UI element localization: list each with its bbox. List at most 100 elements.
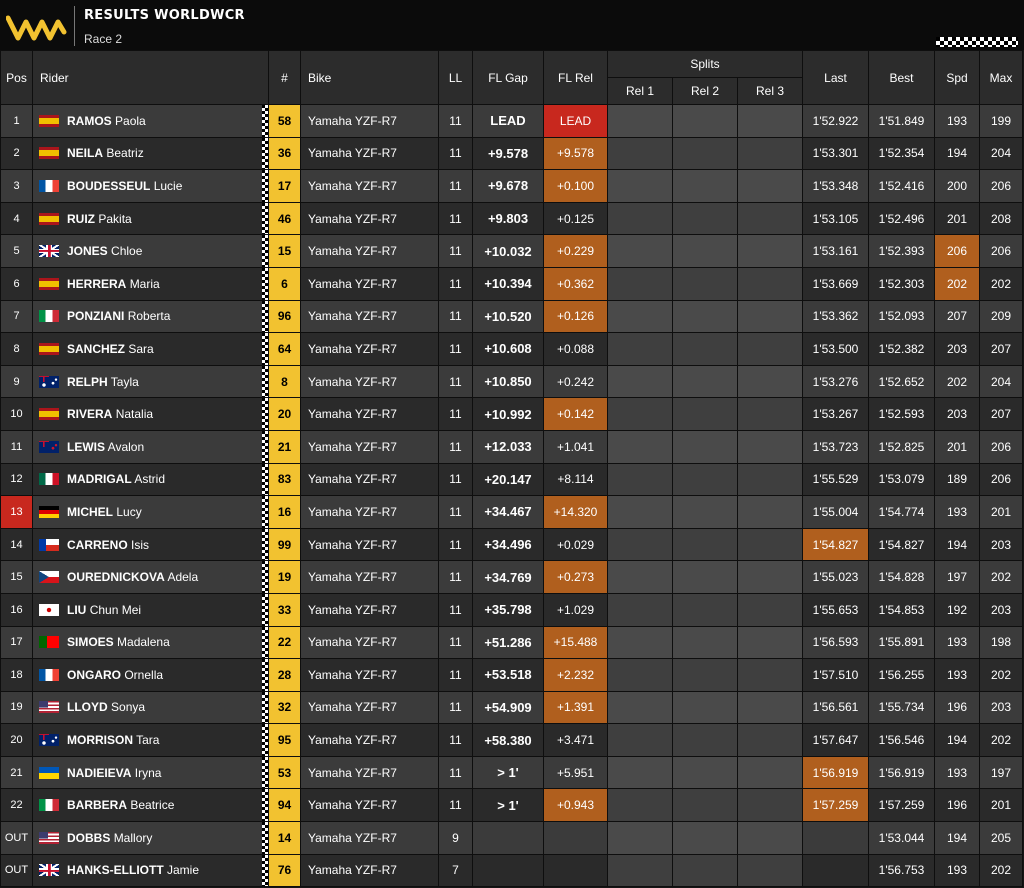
checkered-flag-icon (262, 757, 268, 788)
table-row[interactable]: 8 SANCHEZ Sara 64 Yamaha YZF-R7 11 +10.608 +0.… (0, 332, 1024, 366)
split-rel1-cell (607, 658, 673, 692)
last-lap-cell: 1'55.004 (802, 495, 870, 529)
flag-australia-icon (39, 375, 59, 388)
table-row[interactable]: 15 OUREDNICKOVA Adela 19 Yamaha YZF-R7 11 +34… (0, 560, 1024, 594)
best-lap-cell: 1'52.303 (868, 266, 936, 301)
table-row[interactable]: 14 CARRENO Isis 99 Yamaha YZF-R7 11 +34.496 +0… (0, 527, 1024, 562)
position-cell: 8 (0, 332, 33, 366)
last-lap-cell: 1'56.919 (802, 755, 870, 790)
table-row[interactable]: 12 MADRIGAL Astrid 83 Yamaha YZF-R7 11 +20.14… (0, 462, 1024, 497)
table-row[interactable]: 6 HERRERA Maria 6 Yamaha YZF-R7 11 +10.394 +0.… (0, 266, 1024, 301)
speed-cell: 189 (934, 462, 981, 497)
table-row[interactable]: 17 SIMOES Madalena 22 Yamaha YZF-R7 11 +51.28… (0, 625, 1024, 660)
flag-italy-icon (39, 799, 59, 812)
fl-gap-cell: +9.578 (472, 136, 544, 171)
rider-cell: LLOYD Sonya (32, 690, 269, 725)
fl-rel-cell: +15.488 (543, 625, 608, 660)
table-row[interactable]: 13 MICHEL Lucy 16 Yamaha YZF-R7 11 +34.467 +14… (0, 495, 1024, 529)
split-rel1-cell (607, 429, 673, 464)
table-row[interactable]: 9 RELPH Tayla 8 Yamaha YZF-R7 11 +10.850 +0.24… (0, 364, 1024, 399)
last-lap-cell: 1'55.023 (802, 560, 870, 594)
fl-gap-cell (472, 853, 544, 888)
split-rel2-cell (672, 136, 738, 171)
table-row[interactable]: 11 LEWIS Avalon 21 Yamaha YZF-R7 11 +12.033 +1… (0, 429, 1024, 464)
rider-first-name: Pakita (98, 211, 132, 226)
checkered-flag-icon (262, 333, 268, 365)
max-speed-cell: 202 (979, 266, 1024, 301)
bike-cell: Yamaha YZF-R7 (300, 592, 439, 627)
best-lap-cell: 1'54.774 (868, 495, 936, 529)
rider-surname: NEILA (67, 146, 103, 161)
rider-surname: CARRENO (67, 537, 128, 552)
rider-first-name: Isis (131, 537, 150, 552)
fl-rel-cell: +1.391 (543, 690, 608, 725)
split-rel1-cell (607, 169, 673, 203)
table-row[interactable]: 2 NEILA Beatriz 36 Yamaha YZF-R7 11 +9.578 +9.… (0, 136, 1024, 171)
table-row[interactable]: 18 ONGARO Ornella 28 Yamaha YZF-R7 11 +53.518… (0, 658, 1024, 692)
split-rel2-cell (672, 821, 738, 855)
table-row[interactable]: 19 LLOYD Sonya 32 Yamaha YZF-R7 11 +54.909 +1.… (0, 690, 1024, 725)
rider-cell: RELPH Tayla (32, 364, 269, 399)
rider-surname: RAMOS (67, 113, 112, 128)
table-row[interactable]: 5 JONES Chloe 15 Yamaha YZF-R7 11 +10.032 +0.2… (0, 234, 1024, 268)
split-rel2-cell (672, 560, 738, 594)
speed-cell: 202 (934, 364, 981, 399)
rider-number: 20 (268, 397, 301, 431)
split-rel2-cell (672, 169, 738, 203)
table-row[interactable]: OUT DOBBS Mallory 14 Yamaha YZF-R7 9 1'53.044… (0, 821, 1024, 855)
split-rel2-cell (672, 462, 738, 497)
table-row[interactable]: 3 BOUDESSEUL Lucie 17 Yamaha YZF-R7 11 +9.678… (0, 169, 1024, 203)
best-lap-cell: 1'52.093 (868, 299, 936, 334)
max-speed-cell: 203 (979, 592, 1024, 627)
position-cell: 18 (0, 658, 33, 692)
speed-cell: 192 (934, 592, 981, 627)
checkered-flag-icon (262, 105, 268, 137)
split-rel1-cell (607, 560, 673, 594)
rider-first-name: Beatriz (106, 146, 144, 161)
speed-cell: 194 (934, 821, 981, 855)
table-row[interactable]: 4 RUIZ Pakita 46 Yamaha YZF-R7 11 +9.803 +0.12… (0, 201, 1024, 236)
split-rel1-cell (607, 527, 673, 562)
rider-number: 76 (268, 853, 301, 888)
rider-first-name: Sara (128, 341, 154, 356)
max-speed-cell: 204 (979, 364, 1024, 399)
last-lap-cell: 1'57.510 (802, 658, 870, 692)
rider-first-name: Chloe (111, 244, 143, 259)
fl-gap-cell: +10.394 (472, 266, 544, 301)
bike-cell: Yamaha YZF-R7 (300, 527, 439, 562)
bike-cell: Yamaha YZF-R7 (300, 266, 439, 301)
fl-gap-cell: +35.798 (472, 592, 544, 627)
flag-spain-icon (39, 342, 59, 355)
table-row[interactable]: 20 MORRISON Tara 95 Yamaha YZF-R7 11 +58.380 +… (0, 723, 1024, 757)
table-row[interactable]: OUT HANKS-ELLIOTT Jamie 76 Yamaha YZF-R7 7 1'… (0, 853, 1024, 888)
fl-rel-cell: +0.100 (543, 169, 608, 203)
fl-rel-cell: +9.578 (543, 136, 608, 171)
rider-first-name: Roberta (127, 309, 171, 324)
table-row[interactable]: 10 RIVERA Natalia 20 Yamaha YZF-R7 11 +10.992… (0, 397, 1024, 431)
fl-rel-cell: +0.142 (543, 397, 608, 431)
results-header: RESULTS WORLDWCR Race 2 (0, 0, 1024, 50)
rider-number: 6 (268, 266, 301, 301)
rider-first-name: Chun Mei (89, 602, 142, 617)
last-lap-cell: 1'53.723 (802, 429, 870, 464)
last-lap-cell: 1'53.161 (802, 234, 870, 268)
laps-cell: 11 (438, 690, 473, 725)
table-row[interactable]: 7 PONZIANI Roberta 96 Yamaha YZF-R7 11 +10.52… (0, 299, 1024, 334)
rider-first-name: Tayla (110, 374, 139, 389)
split-rel1-cell (607, 397, 673, 431)
laps-cell: 11 (438, 429, 473, 464)
col-number: # (268, 50, 301, 105)
table-row[interactable]: 16 LIU Chun Mei 33 Yamaha YZF-R7 11 +35.798 +1… (0, 592, 1024, 627)
table-row[interactable]: 22 BARBERA Beatrice 94 Yamaha YZF-R7 11 > 1' +… (0, 788, 1024, 823)
rider-first-name: Mallory (113, 830, 153, 845)
bike-cell: Yamaha YZF-R7 (300, 169, 439, 203)
best-lap-cell: 1'52.393 (868, 234, 936, 268)
table-row[interactable]: 21 NADIEIEVA Iryna 53 Yamaha YZF-R7 11 > 1' +5… (0, 755, 1024, 790)
speed-cell: 193 (934, 853, 981, 888)
last-lap-cell: 1'53.267 (802, 397, 870, 431)
max-speed-cell: 199 (979, 104, 1024, 138)
fl-gap-cell: +12.033 (472, 429, 544, 464)
position-cell: 21 (0, 755, 33, 790)
table-row[interactable]: 1 RAMOS Paola 58 Yamaha YZF-R7 11 LEAD LEAD 1'5… (0, 104, 1024, 138)
rider-surname: RUIZ (67, 211, 95, 226)
